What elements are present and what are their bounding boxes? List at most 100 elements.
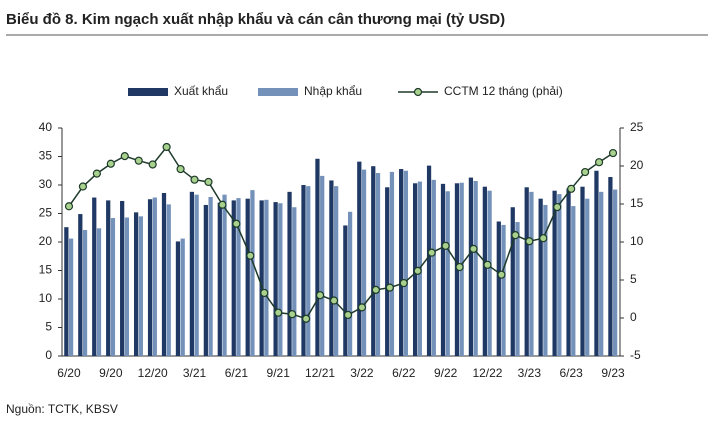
bar xyxy=(594,170,599,356)
bar xyxy=(96,228,102,356)
bar xyxy=(152,197,157,356)
bar xyxy=(487,190,492,356)
line-marker xyxy=(134,156,143,165)
y2-tick-label: -5 xyxy=(630,348,641,362)
line-marker xyxy=(567,184,576,193)
y2-tick-label: 10 xyxy=(630,234,644,248)
bar xyxy=(245,198,250,356)
bar xyxy=(538,198,543,356)
y2-tick-label: 15 xyxy=(630,196,644,210)
bar xyxy=(106,200,111,356)
bar xyxy=(496,221,501,356)
bar xyxy=(278,203,283,356)
x-tick-label: 9/23 xyxy=(601,366,625,380)
bar xyxy=(431,179,436,356)
bar xyxy=(301,185,306,356)
line-marker xyxy=(176,164,185,174)
x-tick-label: 12/21 xyxy=(305,366,335,380)
bar xyxy=(120,200,125,356)
legend-label: CCTM 12 tháng (phải) xyxy=(444,84,563,98)
bar xyxy=(385,187,390,356)
bar xyxy=(566,188,571,356)
bar xyxy=(399,169,404,356)
x-tick-label: 9/21 xyxy=(267,366,291,380)
x-tick-label: 6/22 xyxy=(392,366,416,380)
bar xyxy=(320,175,325,356)
x-tick-label: 6/23 xyxy=(559,366,583,380)
y-tick-label: 0 xyxy=(45,348,52,362)
line-marker xyxy=(399,278,408,288)
bar xyxy=(613,189,618,356)
y-tick-label: 20 xyxy=(39,234,53,248)
x-tick-label: 9/20 xyxy=(99,366,123,380)
bar xyxy=(222,194,227,356)
bar xyxy=(264,199,269,356)
bar xyxy=(515,222,520,356)
bar xyxy=(440,183,446,356)
y-tick-label: 5 xyxy=(45,320,52,334)
line-marker xyxy=(260,288,269,298)
bar xyxy=(208,196,213,356)
y2-tick-label: 25 xyxy=(630,120,644,134)
line-marker xyxy=(343,310,353,320)
bar xyxy=(147,199,153,356)
bar xyxy=(217,202,222,356)
bar xyxy=(357,161,362,356)
line-marker xyxy=(413,266,422,275)
bar xyxy=(273,202,278,356)
line-marker xyxy=(525,237,534,246)
y-tick-label: 10 xyxy=(39,291,53,305)
y2-tick-label: 0 xyxy=(630,310,637,324)
bar xyxy=(482,186,487,356)
bar xyxy=(343,225,348,356)
bar xyxy=(236,198,241,356)
bar xyxy=(82,230,88,356)
bar xyxy=(78,214,83,356)
x-tick-label: 12/20 xyxy=(138,366,168,380)
bar xyxy=(501,224,506,356)
bar xyxy=(194,194,199,356)
bar xyxy=(529,191,534,356)
line-marker xyxy=(608,148,618,158)
line-marker xyxy=(357,303,367,312)
line-marker xyxy=(371,285,380,294)
legend-label: Xuất khẩu xyxy=(174,84,228,98)
line-marker xyxy=(385,283,394,292)
x-tick-label: 3/22 xyxy=(350,366,374,380)
bar xyxy=(166,204,171,356)
line-marker xyxy=(246,251,255,260)
bar xyxy=(371,166,376,356)
bar xyxy=(599,191,604,356)
line-marker xyxy=(427,248,436,257)
bar xyxy=(510,207,515,356)
line-marker xyxy=(148,160,157,169)
line-marker xyxy=(204,177,213,187)
bar xyxy=(138,216,143,356)
bar xyxy=(306,186,311,356)
bar xyxy=(189,191,195,356)
bar xyxy=(361,169,367,356)
bar xyxy=(543,204,548,356)
bar xyxy=(468,177,474,356)
bar xyxy=(347,211,353,356)
bar xyxy=(203,204,208,356)
bar xyxy=(231,200,236,356)
bar xyxy=(375,173,381,356)
bar xyxy=(64,227,69,356)
bar xyxy=(259,200,264,356)
line-marker xyxy=(329,296,339,305)
bar xyxy=(287,191,292,356)
bar xyxy=(329,180,334,356)
bar xyxy=(445,191,450,356)
bar xyxy=(161,192,167,356)
bar xyxy=(133,212,139,356)
bar xyxy=(557,194,562,356)
chart-title: Biểu đồ 8. Kim ngạch xuất nhập khẩu và c… xyxy=(6,11,505,28)
bar xyxy=(68,238,74,356)
line xyxy=(68,145,614,320)
legend-swatch xyxy=(128,88,168,96)
bar xyxy=(403,170,409,356)
line-marker xyxy=(78,182,88,191)
line-marker xyxy=(64,202,74,211)
